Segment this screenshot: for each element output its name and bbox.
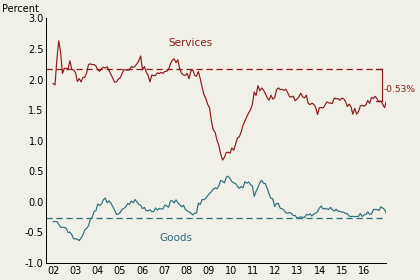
- Text: Services: Services: [169, 38, 213, 48]
- Text: Goods: Goods: [160, 234, 193, 244]
- Text: Percent: Percent: [2, 4, 39, 14]
- Text: -0.53%: -0.53%: [384, 85, 416, 94]
